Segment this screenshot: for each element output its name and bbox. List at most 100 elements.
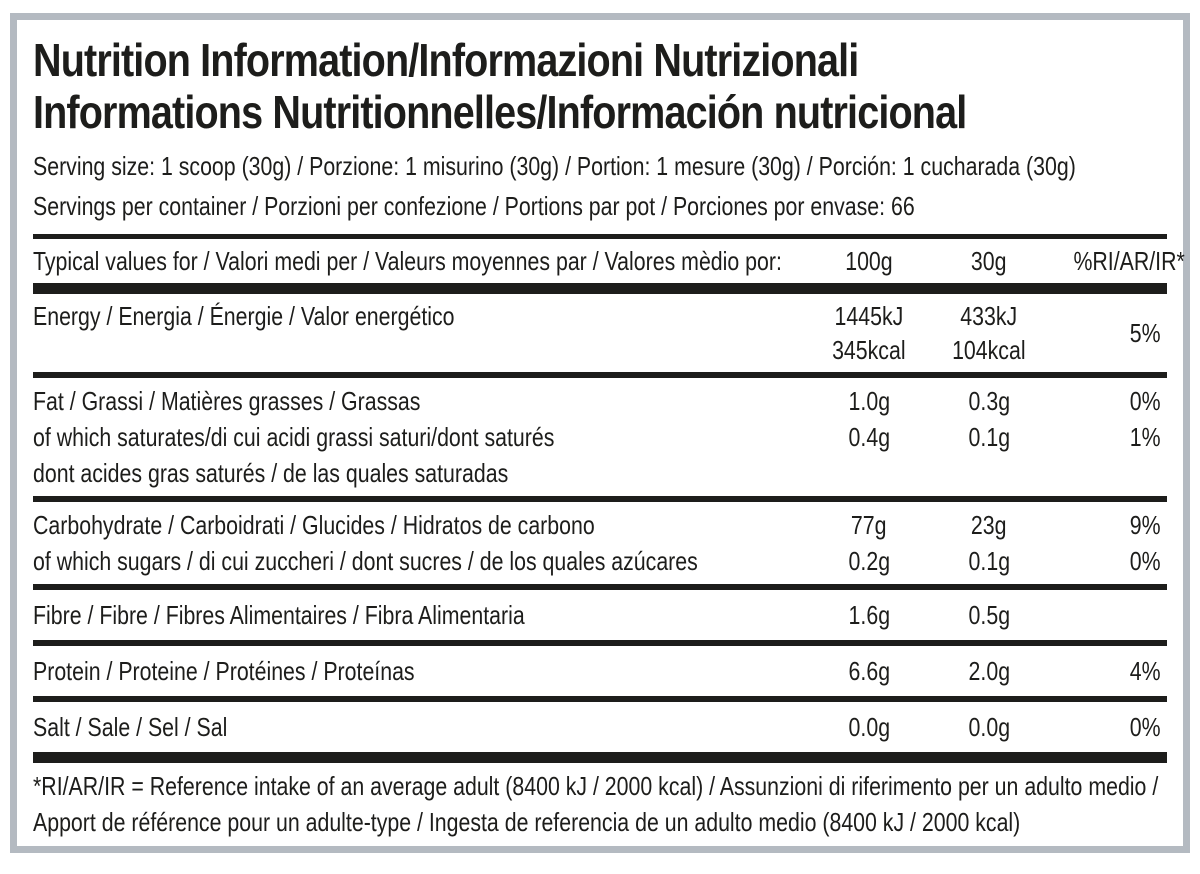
table-row-saturates: of which saturates/di cui acidi grassi s… bbox=[33, 419, 1167, 455]
table-row-fat: Fat / Grassi / Matières grasses / Grassa… bbox=[33, 383, 1167, 419]
fat-label: Fat / Grassi / Matières grasses / Grassa… bbox=[33, 383, 809, 419]
sugars-ri: 0% bbox=[1049, 543, 1167, 579]
fibre-per-100g: 1.6g bbox=[809, 597, 929, 633]
fibre-label-text: Fibre / Fibre / Fibres Alimentaires / Fi… bbox=[33, 600, 525, 630]
energy-100g-kcal: 345kcal bbox=[809, 333, 929, 367]
energy-per-100g: 1445kJ 345kcal bbox=[809, 299, 929, 367]
table-row-sugars: of which sugars / di cui zuccheri / dont… bbox=[33, 543, 1167, 579]
salt-per-100g: 0.0g bbox=[809, 709, 929, 745]
table-header-col-ri: %RI/AR/IR* bbox=[1049, 244, 1184, 278]
sugars-per-30g: 0.1g bbox=[929, 543, 1049, 579]
fat-ri-text: 0% bbox=[1130, 386, 1161, 416]
saturates-label-text: of which saturates/di cui acidi grassi s… bbox=[33, 422, 555, 452]
title-line-1: Nutrition Information/Informazioni Nutri… bbox=[33, 34, 1167, 86]
table-header-col-ri-text: %RI/AR/IR* bbox=[1073, 246, 1185, 276]
salt-per-100g-text: 0.0g bbox=[848, 712, 890, 742]
energy-label: Energy / Energia / Énergie / Valor energ… bbox=[33, 299, 809, 333]
energy-30g-kj-text: 433kJ bbox=[960, 301, 1018, 331]
energy-30g-kj: 433kJ bbox=[929, 299, 1049, 333]
carbohydrate-per-30g: 23g bbox=[929, 507, 1049, 543]
table-row-fat-group: Fat / Grassi / Matières grasses / Grassa… bbox=[33, 378, 1167, 496]
salt-ri: 0% bbox=[1049, 709, 1167, 745]
table-row-protein: Protein / Proteine / Protéines / Proteín… bbox=[33, 646, 1167, 696]
fat-ri: 0% bbox=[1049, 383, 1167, 419]
divider-protein-salt bbox=[33, 696, 1167, 702]
sugars-per-30g-text: 0.1g bbox=[968, 546, 1010, 576]
page-title: Nutrition Information/Informazioni Nutri… bbox=[33, 34, 1167, 138]
saturates-label-cont: dont acides gras saturés / de las quales… bbox=[33, 455, 1167, 491]
energy-30g-kcal: 104kcal bbox=[929, 333, 1049, 367]
carbohydrate-label-text: Carbohydrate / Carboidrati / Glucides / … bbox=[33, 510, 595, 540]
fibre-per-100g-text: 1.6g bbox=[848, 600, 890, 630]
carbohydrate-per-100g-text: 77g bbox=[851, 510, 887, 540]
table-header-col-100g: 100g bbox=[809, 244, 929, 278]
title-line-2-text: Informations Nutritionnelles/Información… bbox=[33, 86, 967, 138]
divider-thick-bottom bbox=[33, 752, 1167, 763]
protein-ri: 4% bbox=[1049, 653, 1167, 689]
salt-label: Salt / Sale / Sel / Sal bbox=[33, 709, 809, 745]
divider-fat-carb bbox=[33, 496, 1167, 502]
saturates-ri-text: 1% bbox=[1130, 422, 1161, 452]
divider-fibre-protein bbox=[33, 640, 1167, 646]
fat-per-100g: 1.0g bbox=[809, 383, 929, 419]
table-row-saturates-cont: dont acides gras saturés / de las quales… bbox=[33, 455, 1167, 491]
energy-100g-kj-text: 1445kJ bbox=[834, 301, 904, 331]
sugars-per-100g-text: 0.2g bbox=[848, 546, 890, 576]
carbohydrate-per-100g: 77g bbox=[809, 507, 929, 543]
saturates-ri: 1% bbox=[1049, 419, 1167, 455]
fibre-label: Fibre / Fibre / Fibres Alimentaires / Fi… bbox=[33, 597, 809, 633]
energy-per-30g: 433kJ 104kcal bbox=[929, 299, 1049, 367]
energy-100g-kcal-text: 345kcal bbox=[832, 335, 906, 365]
sugars-ri-text: 0% bbox=[1130, 546, 1161, 576]
salt-ri-text: 0% bbox=[1130, 712, 1161, 742]
table-row-salt: Salt / Sale / Sel / Sal 0.0g 0.0g 0% bbox=[33, 702, 1167, 752]
saturates-per-30g-text: 0.1g bbox=[968, 422, 1010, 452]
saturates-label-cont-text: dont acides gras saturés / de las quales… bbox=[33, 458, 509, 488]
energy-100g-kj: 1445kJ bbox=[809, 299, 929, 333]
saturates-per-100g: 0.4g bbox=[809, 419, 929, 455]
salt-per-30g-text: 0.0g bbox=[968, 712, 1010, 742]
protein-per-100g-text: 6.6g bbox=[848, 656, 890, 686]
protein-ri-text: 4% bbox=[1130, 656, 1161, 686]
fat-label-text: Fat / Grassi / Matières grasses / Grassa… bbox=[33, 386, 421, 416]
title-line-1-text: Nutrition Information/Informazioni Nutri… bbox=[33, 34, 859, 86]
table-row-carb-group: Carbohydrate / Carboidrati / Glucides / … bbox=[33, 502, 1167, 584]
table-header-label: Typical values for / Valori medi per / V… bbox=[33, 244, 809, 278]
sugars-label: of which sugars / di cui zuccheri / dont… bbox=[33, 543, 809, 579]
servings-per-container-line: Servings per container / Porzioni per co… bbox=[33, 188, 1167, 224]
fat-per-100g-text: 1.0g bbox=[848, 386, 890, 416]
protein-label-text: Protein / Proteine / Protéines / Proteín… bbox=[33, 656, 415, 686]
fibre-per-30g-text: 0.5g bbox=[968, 600, 1010, 630]
table-header-col-30g-text: 30g bbox=[971, 246, 1007, 276]
protein-per-30g-text: 2.0g bbox=[968, 656, 1010, 686]
title-line-2: Informations Nutritionnelles/Información… bbox=[33, 86, 1167, 138]
carbohydrate-ri: 9% bbox=[1049, 507, 1167, 543]
serving-size-text: Serving size: 1 scoop (30g) / Porzione: … bbox=[33, 151, 1076, 181]
carbohydrate-ri-text: 9% bbox=[1130, 510, 1161, 540]
table-header-label-text: Typical values for / Valori medi per / V… bbox=[33, 246, 782, 276]
carbohydrate-label: Carbohydrate / Carboidrati / Glucides / … bbox=[33, 507, 809, 543]
saturates-per-100g-text: 0.4g bbox=[848, 422, 890, 452]
servings-per-container-text: Servings per container / Porzioni per co… bbox=[33, 191, 915, 221]
table-header-col-100g-text: 100g bbox=[845, 246, 893, 276]
table-row-carbohydrate: Carbohydrate / Carboidrati / Glucides / … bbox=[33, 507, 1167, 543]
fibre-per-30g: 0.5g bbox=[929, 597, 1049, 633]
energy-ri-text: 5% bbox=[1130, 318, 1161, 348]
divider-carb-fibre bbox=[33, 584, 1167, 590]
table-header-col-30g: 30g bbox=[929, 244, 1049, 278]
table-header-row: Typical values for / Valori medi per / V… bbox=[33, 239, 1185, 283]
salt-label-text: Salt / Sale / Sel / Sal bbox=[33, 712, 228, 742]
saturates-per-30g: 0.1g bbox=[929, 419, 1049, 455]
table-row-energy: Energy / Energia / Énergie / Valor energ… bbox=[33, 294, 1167, 372]
carbohydrate-per-30g-text: 23g bbox=[971, 510, 1007, 540]
fat-per-30g-text: 0.3g bbox=[968, 386, 1010, 416]
protein-per-100g: 6.6g bbox=[809, 653, 929, 689]
fat-per-30g: 0.3g bbox=[929, 383, 1049, 419]
nutrition-label: Nutrition Information/Informazioni Nutri… bbox=[10, 13, 1190, 853]
divider-thin-top bbox=[33, 234, 1167, 239]
serving-size-line: Serving size: 1 scoop (30g) / Porzione: … bbox=[33, 148, 1167, 184]
reference-intake-footnote: *RI/AR/IR = Reference intake of an avera… bbox=[33, 768, 1167, 840]
divider-energy-fat bbox=[33, 372, 1167, 378]
protein-per-30g: 2.0g bbox=[929, 653, 1049, 689]
sugars-label-text: of which sugars / di cui zuccheri / dont… bbox=[33, 546, 698, 576]
